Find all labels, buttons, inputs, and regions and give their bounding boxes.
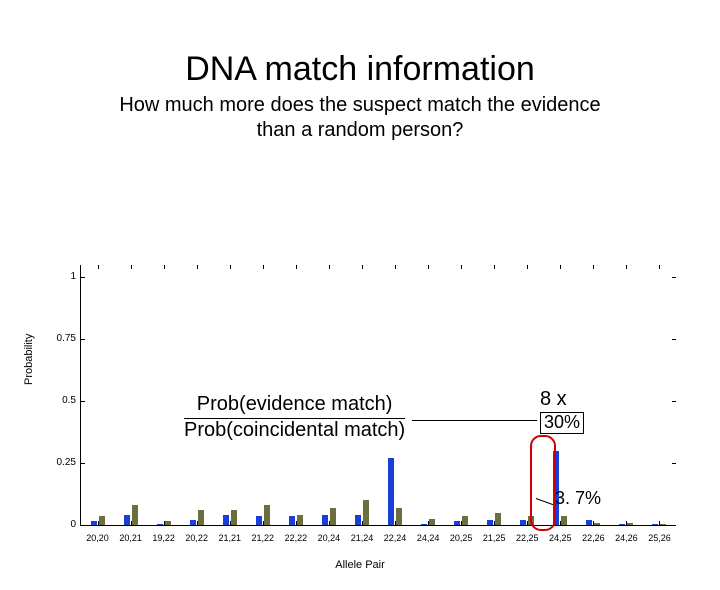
x-tick-label: 24,26 xyxy=(615,533,638,543)
x-tick-label: 24,25 xyxy=(549,533,572,543)
x-tick-mark-top xyxy=(494,265,495,269)
x-tick-label: 22,26 xyxy=(582,533,605,543)
x-axis-label: Allele Pair xyxy=(335,559,385,571)
bar-coincidental xyxy=(594,523,600,525)
bar-coincidental xyxy=(495,513,501,525)
x-tick-label: 19,22 xyxy=(152,533,175,543)
y-tick-label: 0.5 xyxy=(46,395,76,406)
x-tick-label: 21,22 xyxy=(252,533,275,543)
x-tick-mark-top xyxy=(131,265,132,269)
subtitle-line1: How much more does the suspect match the… xyxy=(119,94,600,116)
bar-coincidental xyxy=(363,500,369,525)
x-tick-mark-top xyxy=(98,265,99,269)
x-tick-label: 21,24 xyxy=(351,533,374,543)
x-tick-mark-top xyxy=(329,265,330,269)
y-tick-mark-right xyxy=(672,277,676,278)
y-tick-mark-right xyxy=(672,401,676,402)
callout-30pct: 30% xyxy=(540,412,584,434)
x-tick-label: 20,21 xyxy=(119,533,142,543)
bar-evidence xyxy=(421,524,427,525)
subtitle: How much more does the suspect match the… xyxy=(0,93,720,143)
bar-coincidental xyxy=(264,505,270,525)
subtitle-line2: than a random person? xyxy=(257,119,464,141)
x-tick-mark-top xyxy=(461,265,462,269)
x-tick-label: 24,24 xyxy=(417,533,440,543)
y-tick-label: 0.75 xyxy=(46,333,76,344)
x-tick-mark-top xyxy=(296,265,297,269)
bar-evidence xyxy=(487,520,493,525)
y-tick-label: 1 xyxy=(46,271,76,282)
bar-evidence xyxy=(388,458,394,525)
x-tick-label: 21,25 xyxy=(483,533,506,543)
bar-coincidental xyxy=(561,516,567,525)
ratio-formula: Prob(evidence match) Prob(coincidental m… xyxy=(184,393,405,442)
x-tick-mark-top xyxy=(593,265,594,269)
bar-coincidental xyxy=(198,510,204,525)
bar-evidence xyxy=(652,524,658,525)
y-tick-mark-right xyxy=(672,525,676,526)
bar-evidence xyxy=(223,515,229,525)
x-tick-mark-top xyxy=(263,265,264,269)
bar-evidence xyxy=(157,524,163,525)
x-tick-label: 20,25 xyxy=(450,533,473,543)
x-tick-mark-top xyxy=(659,265,660,269)
y-tick-label: 0 xyxy=(46,519,76,530)
page-title: DNA match information xyxy=(0,50,720,89)
y-tick-mark xyxy=(81,525,85,526)
x-tick-label: 22,24 xyxy=(384,533,407,543)
y-axis-label: Probability xyxy=(23,334,35,385)
bar-coincidental xyxy=(396,508,402,525)
callout-line-1 xyxy=(412,420,537,421)
bar-coincidental xyxy=(132,505,138,525)
x-tick-mark-top xyxy=(197,265,198,269)
y-tick-mark-right xyxy=(672,339,676,340)
bar-coincidental xyxy=(231,510,237,525)
x-tick-mark-top xyxy=(362,265,363,269)
x-tick-label: 22,22 xyxy=(285,533,308,543)
y-tick-mark xyxy=(81,277,85,278)
bar-evidence xyxy=(520,520,526,525)
bar-evidence xyxy=(91,521,97,525)
y-tick-mark xyxy=(81,339,85,340)
x-tick-mark-top xyxy=(164,265,165,269)
x-tick-mark-top xyxy=(230,265,231,269)
bar-coincidental xyxy=(165,521,171,525)
formula-denominator: Prob(coincidental match) xyxy=(184,419,405,442)
x-tick-mark-top xyxy=(428,265,429,269)
y-tick-mark xyxy=(81,463,85,464)
callout-8x: 8 x xyxy=(540,388,567,411)
x-tick-label: 20,22 xyxy=(185,533,208,543)
bar-evidence xyxy=(619,524,625,525)
bar-evidence xyxy=(454,521,460,525)
bar-evidence xyxy=(190,520,196,525)
highlight-oval xyxy=(530,435,556,531)
bar-coincidental xyxy=(627,523,633,525)
formula-numerator: Prob(evidence match) xyxy=(184,393,405,419)
x-tick-mark-top xyxy=(395,265,396,269)
bar-coincidental xyxy=(297,515,303,525)
bar-coincidental xyxy=(462,516,468,525)
bar-evidence xyxy=(355,515,361,525)
bar-evidence xyxy=(322,515,328,525)
bar-coincidental xyxy=(660,524,666,525)
callout-3-7pct: 3. 7% xyxy=(555,488,601,509)
bar-evidence xyxy=(586,520,592,525)
x-tick-label: 22,25 xyxy=(516,533,539,543)
bar-evidence xyxy=(256,516,262,525)
x-tick-label: 25,26 xyxy=(648,533,671,543)
bar-coincidental xyxy=(429,519,435,525)
y-tick-mark-right xyxy=(672,463,676,464)
bar-evidence xyxy=(124,515,130,525)
x-tick-label: 21,21 xyxy=(218,533,241,543)
x-tick-mark-top xyxy=(560,265,561,269)
x-tick-label: 20,20 xyxy=(86,533,109,543)
bar-coincidental xyxy=(99,516,105,525)
x-tick-mark-top xyxy=(626,265,627,269)
y-tick-mark xyxy=(81,401,85,402)
x-tick-mark-top xyxy=(527,265,528,269)
x-tick-label: 20,24 xyxy=(318,533,341,543)
bar-evidence xyxy=(289,516,295,525)
y-tick-label: 0.25 xyxy=(46,457,76,468)
bar-coincidental xyxy=(330,508,336,525)
